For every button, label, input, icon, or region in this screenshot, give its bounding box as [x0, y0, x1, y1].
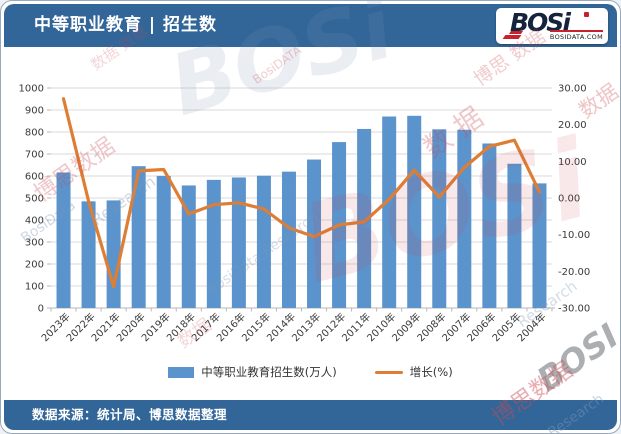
line-series-swatch — [374, 370, 403, 374]
legend-item-growth: 增长(%) — [374, 364, 453, 380]
bar-2011年 — [357, 128, 372, 308]
logo-slash-icon — [508, 31, 524, 34]
bar-2022年 — [81, 201, 96, 308]
bar-2006年 — [482, 143, 497, 308]
legend-item-enrollment: 中等职业教育招生数(万人) — [168, 364, 337, 380]
chart-legend: 中等职业教育招生数(万人) 增长(%) — [1, 362, 620, 382]
bar-2013年 — [307, 159, 322, 308]
page-title: 中等职业教育 | 招生数 — [34, 15, 218, 35]
bar-series-swatch — [168, 366, 195, 378]
right-axis-label: 10.00 — [558, 157, 587, 168]
bosi-logo[interactable]: BOSi BOSIDATA.COM — [496, 8, 608, 44]
bosi-logo-url: BOSIDATA.COM — [549, 30, 603, 41]
bar-2016年 — [231, 177, 246, 308]
left-axis-label: 900 — [25, 106, 44, 117]
bar-2014年 — [281, 171, 296, 308]
bar-2020年 — [131, 166, 146, 308]
bar-2007年 — [457, 129, 472, 308]
report-header: 中等职业教育 | 招生数 BOSi BOSIDATA.COM — [4, 4, 617, 47]
bar-2021年 — [106, 200, 121, 308]
bar-2010年 — [382, 116, 397, 308]
legend-label-enrollment: 中等职业教育招生数(万人) — [201, 365, 337, 379]
bar-2009年 — [407, 115, 422, 308]
left-axis-label: 100 — [25, 282, 44, 293]
left-axis-label: 0 — [38, 304, 44, 315]
right-axis-label: -30.00 — [558, 304, 590, 315]
bar-2018年 — [181, 185, 196, 308]
bar-2023年 — [56, 172, 71, 308]
left-axis-label: 200 — [25, 260, 44, 271]
bar-2019年 — [156, 175, 171, 308]
bar-2005年 — [507, 163, 522, 308]
bar-2008年 — [432, 129, 447, 308]
growth-line — [61, 97, 542, 289]
right-axis-label: 30.00 — [558, 84, 587, 95]
right-axis-label: 0.00 — [558, 194, 580, 205]
right-axis-label: 20.00 — [558, 120, 587, 131]
left-axis-label: 700 — [25, 150, 44, 161]
left-axis-label: 1000 — [19, 84, 44, 95]
left-axis-label: 300 — [25, 238, 44, 249]
left-axis-label: 400 — [25, 216, 44, 227]
bar-2015年 — [256, 175, 271, 308]
report-footer: 数据来源：统计局、博思数据整理 — [4, 400, 617, 430]
logo-slash-icon — [502, 35, 522, 39]
bar-2004年 — [532, 183, 547, 308]
right-axis-label: -10.00 — [558, 230, 590, 241]
left-axis-label: 600 — [25, 172, 44, 183]
logo-dot-icon — [584, 12, 589, 17]
bar-2017年 — [206, 179, 221, 308]
right-axis-label: -20.00 — [558, 267, 590, 278]
left-axis-label: 500 — [25, 194, 44, 205]
legend-label-growth: 增长(%) — [409, 365, 453, 379]
data-source-note: 数据来源：统计局、博思数据整理 — [32, 407, 228, 422]
left-axis-label: 800 — [25, 128, 44, 139]
